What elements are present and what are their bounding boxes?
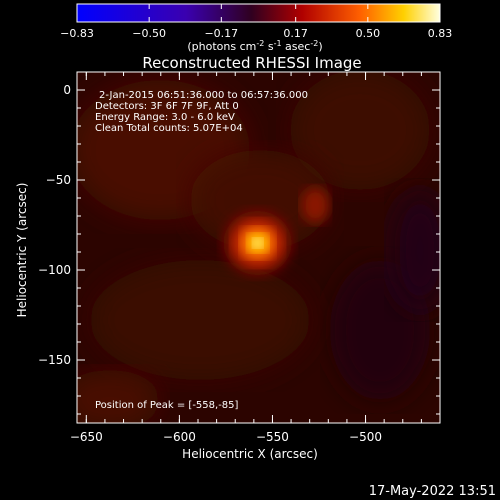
x-axis-ticks: −650 −600 −550 −500 (70, 72, 441, 444)
colorbar (76, 3, 441, 23)
y-tick-label: −100 (38, 263, 71, 277)
secondary-source (301, 187, 330, 224)
heatmap-image (77, 72, 440, 423)
colorbar-tick-label: 0.50 (356, 27, 381, 40)
energy-annotation: Energy Range: 3.0 - 6.0 keV (95, 112, 235, 123)
footer-date: 17-May-2022 13:51 (369, 484, 496, 499)
chart-title: Reconstructed RHESSI Image (142, 54, 361, 72)
y-tick-label: 0 (63, 83, 71, 97)
colorbar-tick-label: −0.50 (132, 27, 166, 40)
colorbar-tick-label: 0.83 (428, 27, 453, 40)
detectors-annotation: Detectors: 3F 6F 7F 9F, Att 0 (95, 101, 239, 112)
x-tick-label: −500 (349, 430, 382, 444)
colorbar-tick-label: −0.83 (60, 27, 94, 40)
colorbar-tick-label: −0.17 (204, 27, 238, 40)
y-axis-ticks: 0 −50 −100 −150 (38, 83, 440, 415)
x-tick-label: −600 (163, 430, 196, 444)
colorbar-units: (photons cm-2 s-1 asec-2) (187, 39, 322, 53)
x-axis-label: Heliocentric X (arcsec) (182, 447, 318, 461)
clean-annotation: Clean Total counts: 5.07E+04 (95, 123, 243, 134)
x-tick-label: −650 (70, 430, 103, 444)
colorbar-ticks: −0.83 −0.50 −0.17 0.17 0.50 0.83 (60, 4, 452, 40)
y-tick-label: −150 (38, 353, 71, 367)
peak-position-annotation: Position of Peak = [-558,-85] (95, 400, 239, 411)
y-axis-label: Heliocentric Y (arcsec) (15, 183, 29, 318)
y-tick-label: −50 (46, 173, 71, 187)
peak-source (223, 211, 292, 275)
plot-frame (76, 71, 441, 424)
x-tick-label: −550 (256, 430, 289, 444)
time-range-annotation: 2-Jan-2015 06:51:36.000 to 06:57:36.000 (99, 90, 308, 101)
colorbar-tick-label: 0.17 (283, 27, 308, 40)
